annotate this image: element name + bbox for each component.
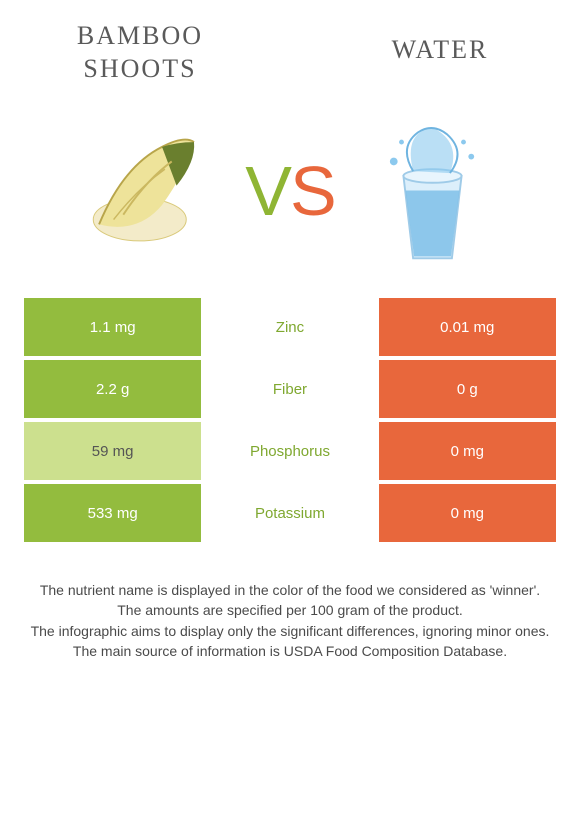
cell-nutrient-name: Zinc [201, 298, 378, 356]
cell-right-value: 0 mg [379, 484, 556, 542]
footer-line: The nutrient name is displayed in the co… [24, 580, 556, 600]
cell-nutrient-name: Phosphorus [201, 422, 378, 480]
cell-nutrient-name: Fiber [201, 360, 378, 418]
cell-left-value: 533 mg [24, 484, 201, 542]
table-row: 2.2 g Fiber 0 g [24, 360, 556, 418]
comparison-images: VS [0, 113, 580, 268]
cell-right-value: 0 mg [379, 422, 556, 480]
table-row: 533 mg Potassium 0 mg [24, 484, 556, 542]
water-image [355, 113, 510, 268]
cell-right-value: 0.01 mg [379, 298, 556, 356]
table-row: 1.1 mg Zinc 0.01 mg [24, 298, 556, 356]
cell-left-value: 2.2 g [24, 360, 201, 418]
footer-line: The infographic aims to display only the… [24, 621, 556, 641]
nutrient-table: 1.1 mg Zinc 0.01 mg 2.2 g Fiber 0 g 59 m… [24, 298, 556, 542]
title-left: Bamboo shoots [50, 20, 230, 85]
cell-left-value: 1.1 mg [24, 298, 201, 356]
footer-notes: The nutrient name is displayed in the co… [0, 580, 580, 661]
vs-v: V [245, 152, 290, 230]
footer-line: The main source of information is USDA F… [24, 641, 556, 661]
cell-right-value: 0 g [379, 360, 556, 418]
vs-s: S [290, 152, 335, 230]
cell-nutrient-name: Potassium [201, 484, 378, 542]
title-right: Water [350, 34, 530, 67]
vs-label: VS [245, 151, 334, 231]
footer-line: The amounts are specified per 100 gram o… [24, 600, 556, 620]
header: Bamboo shoots Water [0, 0, 580, 85]
cell-left-value: 59 mg [24, 422, 201, 480]
bamboo-shoots-image [70, 113, 225, 268]
table-row: 59 mg Phosphorus 0 mg [24, 422, 556, 480]
